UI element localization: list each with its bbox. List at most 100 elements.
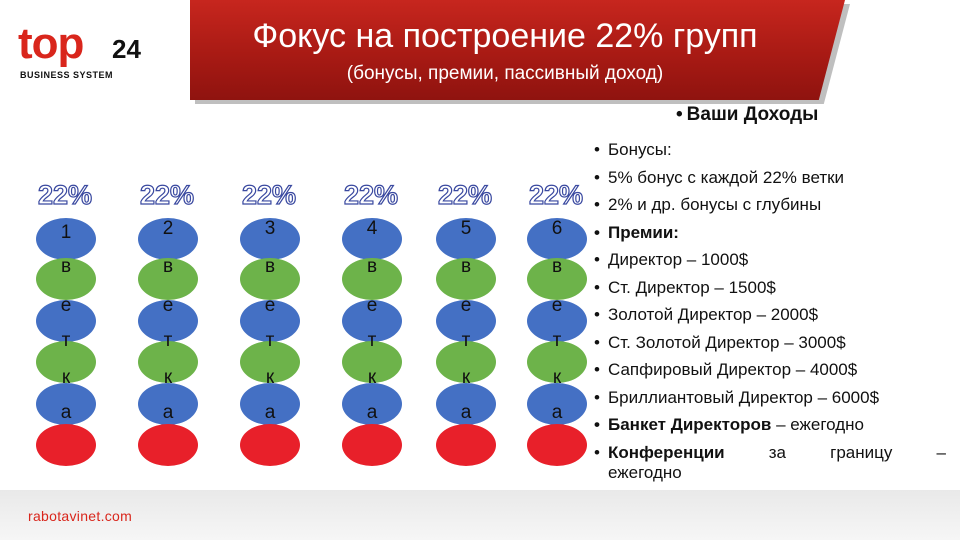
footer-site-link[interactable]: rabotavinet.com (28, 508, 133, 524)
logo-tagline: BUSINESS SYSTEM (20, 70, 114, 80)
title-banner (190, 0, 845, 100)
group-letter: т (163, 330, 173, 351)
member-circle (527, 341, 587, 383)
group-letter: к (552, 367, 562, 388)
group-letter: е (460, 295, 472, 316)
income-heading: • Ваши Доходы (676, 104, 819, 125)
group-number: 4 (366, 218, 378, 239)
logo-number: 24 (112, 34, 141, 64)
member-circle (342, 383, 402, 425)
member-circle (138, 300, 198, 342)
income-item: 2% и др. бонусы с глубины (594, 191, 946, 219)
group-letter: в (60, 256, 72, 277)
logo: top 24 BUSINESS SYSTEM (18, 19, 153, 81)
group-letter: т (367, 330, 377, 351)
member-circle (240, 218, 300, 260)
member-circle (436, 300, 496, 342)
group-letter: е (162, 295, 174, 316)
page-title: Фокус на построение 22% групп (252, 17, 758, 55)
member-circle (527, 300, 587, 342)
group-letter: в (366, 256, 378, 277)
income-item-banquet: Банкет Директоров – ежегодно (594, 411, 946, 439)
member-circle (527, 218, 587, 260)
group-letter: т (61, 330, 71, 351)
group-percent: 22% (528, 179, 584, 210)
group-letter: а (60, 402, 72, 423)
group-letter: к (61, 367, 71, 388)
member-circle (527, 424, 587, 466)
income-item: 5% бонус с каждой 22% ветки (594, 164, 946, 192)
member-circle (436, 218, 496, 260)
member-circle (436, 341, 496, 383)
income-item: Бонусы: (594, 136, 946, 164)
income-item: Сапфировый Директор – 4000$ (594, 356, 946, 384)
member-circle (240, 258, 300, 300)
member-circle (342, 218, 402, 260)
income-item-conferences: Конференции за границу – ежегодно (594, 439, 946, 483)
group-letter: в (551, 256, 563, 277)
income-list: Бонусы: 5% бонус с каждой 22% ветки 2% и… (594, 136, 946, 483)
group-letter: е (60, 295, 72, 316)
logo-wordmark: top (18, 19, 84, 68)
member-circle (342, 258, 402, 300)
group-percent: 22% (139, 179, 195, 210)
member-circle (138, 424, 198, 466)
group-number: 2 (162, 218, 174, 239)
footer-bar (0, 490, 960, 540)
member-circle (36, 341, 96, 383)
income-item: Ст. Директор – 1500$ (594, 274, 946, 302)
group-letter: к (367, 367, 377, 388)
group-letter: к (265, 367, 275, 388)
group-number: 3 (264, 218, 276, 239)
group-letter: в (460, 256, 472, 277)
member-circle (436, 383, 496, 425)
income-item: Премии: (594, 219, 946, 247)
member-circle (240, 424, 300, 466)
group-letter: а (162, 402, 174, 423)
group-letter: а (551, 402, 563, 423)
member-circle (240, 300, 300, 342)
income-item: Ст. Золотой Директор – 3000$ (594, 329, 946, 357)
member-circle (342, 300, 402, 342)
group-letter: т (552, 330, 562, 351)
group-letter: е (551, 295, 563, 316)
group-number: 6 (551, 218, 563, 239)
member-circle (138, 341, 198, 383)
member-circle (527, 383, 587, 425)
group-percent: 22% (343, 179, 399, 210)
member-circle (138, 383, 198, 425)
member-circle (527, 258, 587, 300)
member-circle (36, 258, 96, 300)
member-circle (36, 300, 96, 342)
page-subtitle: (бонусы, премии, пассивный доход) (346, 63, 664, 84)
group-number: 5 (460, 218, 472, 239)
group-letter: а (264, 402, 276, 423)
group-letter: а (460, 402, 472, 423)
group-letter: в (264, 256, 276, 277)
income-item: Бриллиантовый Директор – 6000$ (594, 384, 946, 412)
group-percent: 22% (37, 179, 93, 210)
group-letter: а (366, 402, 378, 423)
member-circle (240, 383, 300, 425)
group-letter: т (265, 330, 275, 351)
group-letter: в (162, 256, 174, 277)
group-percent: 22% (437, 179, 493, 210)
group-letter: е (366, 295, 378, 316)
group-letter: е (264, 295, 276, 316)
group-letter: т (461, 330, 471, 351)
income-item: Золотой Директор – 2000$ (594, 301, 946, 329)
group-letter: к (163, 367, 173, 388)
member-circle (138, 258, 198, 300)
member-circle (36, 383, 96, 425)
member-circle (342, 424, 402, 466)
member-circle (138, 218, 198, 260)
member-circle (436, 424, 496, 466)
group-percent: 22% (241, 179, 297, 210)
group-letter: к (461, 367, 471, 388)
member-circle (240, 341, 300, 383)
group-number: 1 (60, 222, 72, 243)
member-circle (342, 341, 402, 383)
member-circle (436, 258, 496, 300)
member-circle (36, 424, 96, 466)
member-circle (36, 218, 96, 260)
